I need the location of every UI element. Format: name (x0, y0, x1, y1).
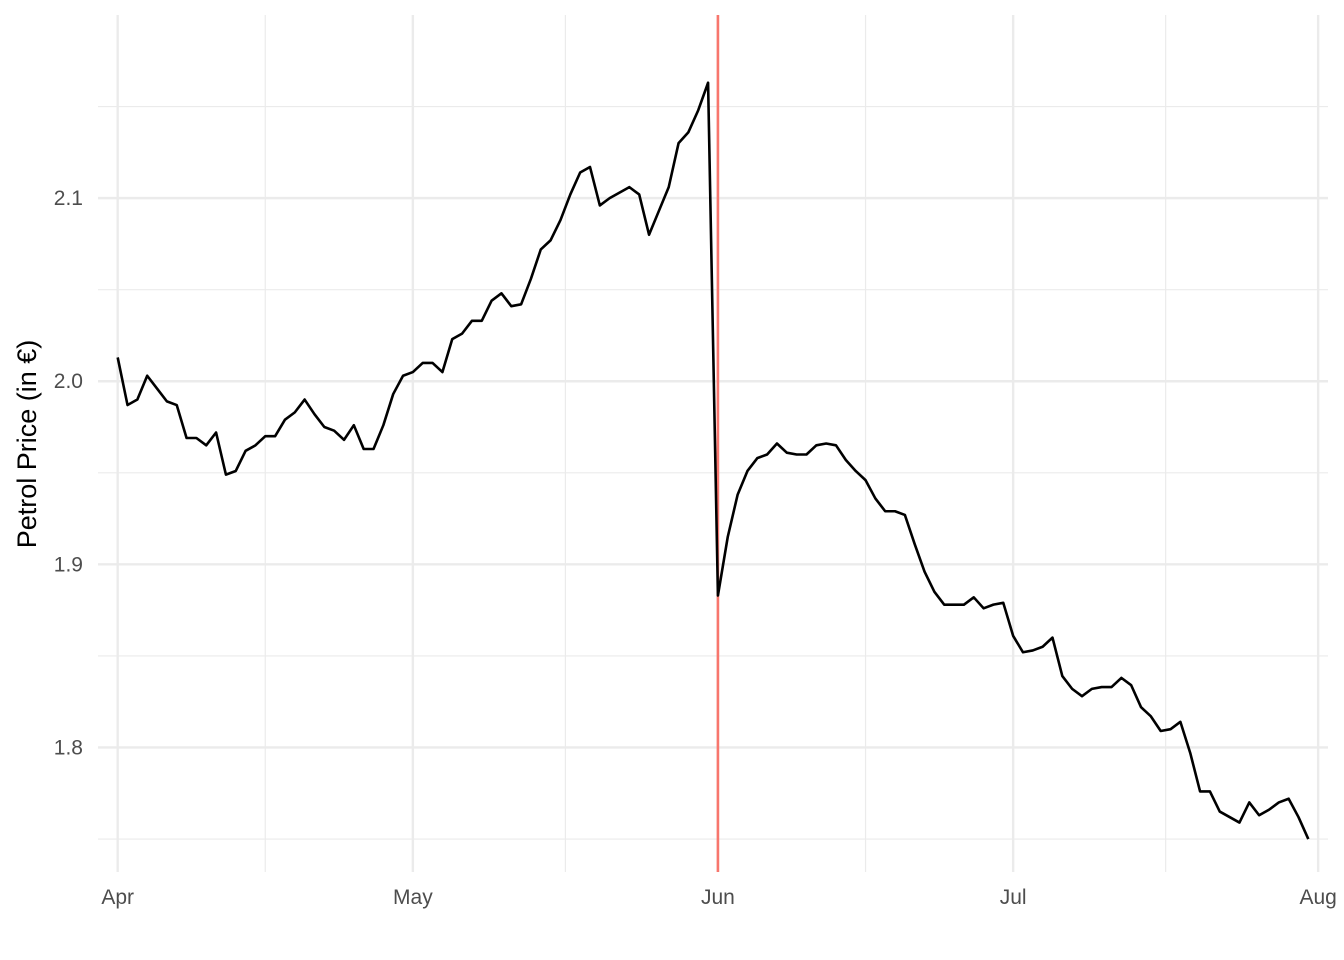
x-axis-tick-labels: Apr May Jun Jul Aug (101, 886, 1337, 909)
x-tick-label: Jun (701, 886, 735, 909)
x-tick-label: Apr (101, 886, 134, 909)
x-tick-label: May (393, 886, 433, 909)
x-tick-label: Aug (1299, 886, 1336, 909)
y-tick-label: 1.9 (54, 553, 83, 576)
minor-gridlines (98, 15, 1328, 872)
price-series (116, 81, 1310, 840)
x-tick-label: Jul (1000, 886, 1027, 909)
major-gridlines (98, 15, 1328, 872)
y-axis-title: Petrol Price (in €) (12, 340, 42, 549)
y-tick-label: 2.0 (54, 370, 83, 393)
y-tick-label: 1.8 (54, 736, 83, 759)
y-axis-tick-labels: 1.8 1.9 2.0 2.1 (54, 187, 83, 759)
price-line (116, 81, 1310, 840)
y-tick-label: 2.1 (54, 187, 83, 210)
